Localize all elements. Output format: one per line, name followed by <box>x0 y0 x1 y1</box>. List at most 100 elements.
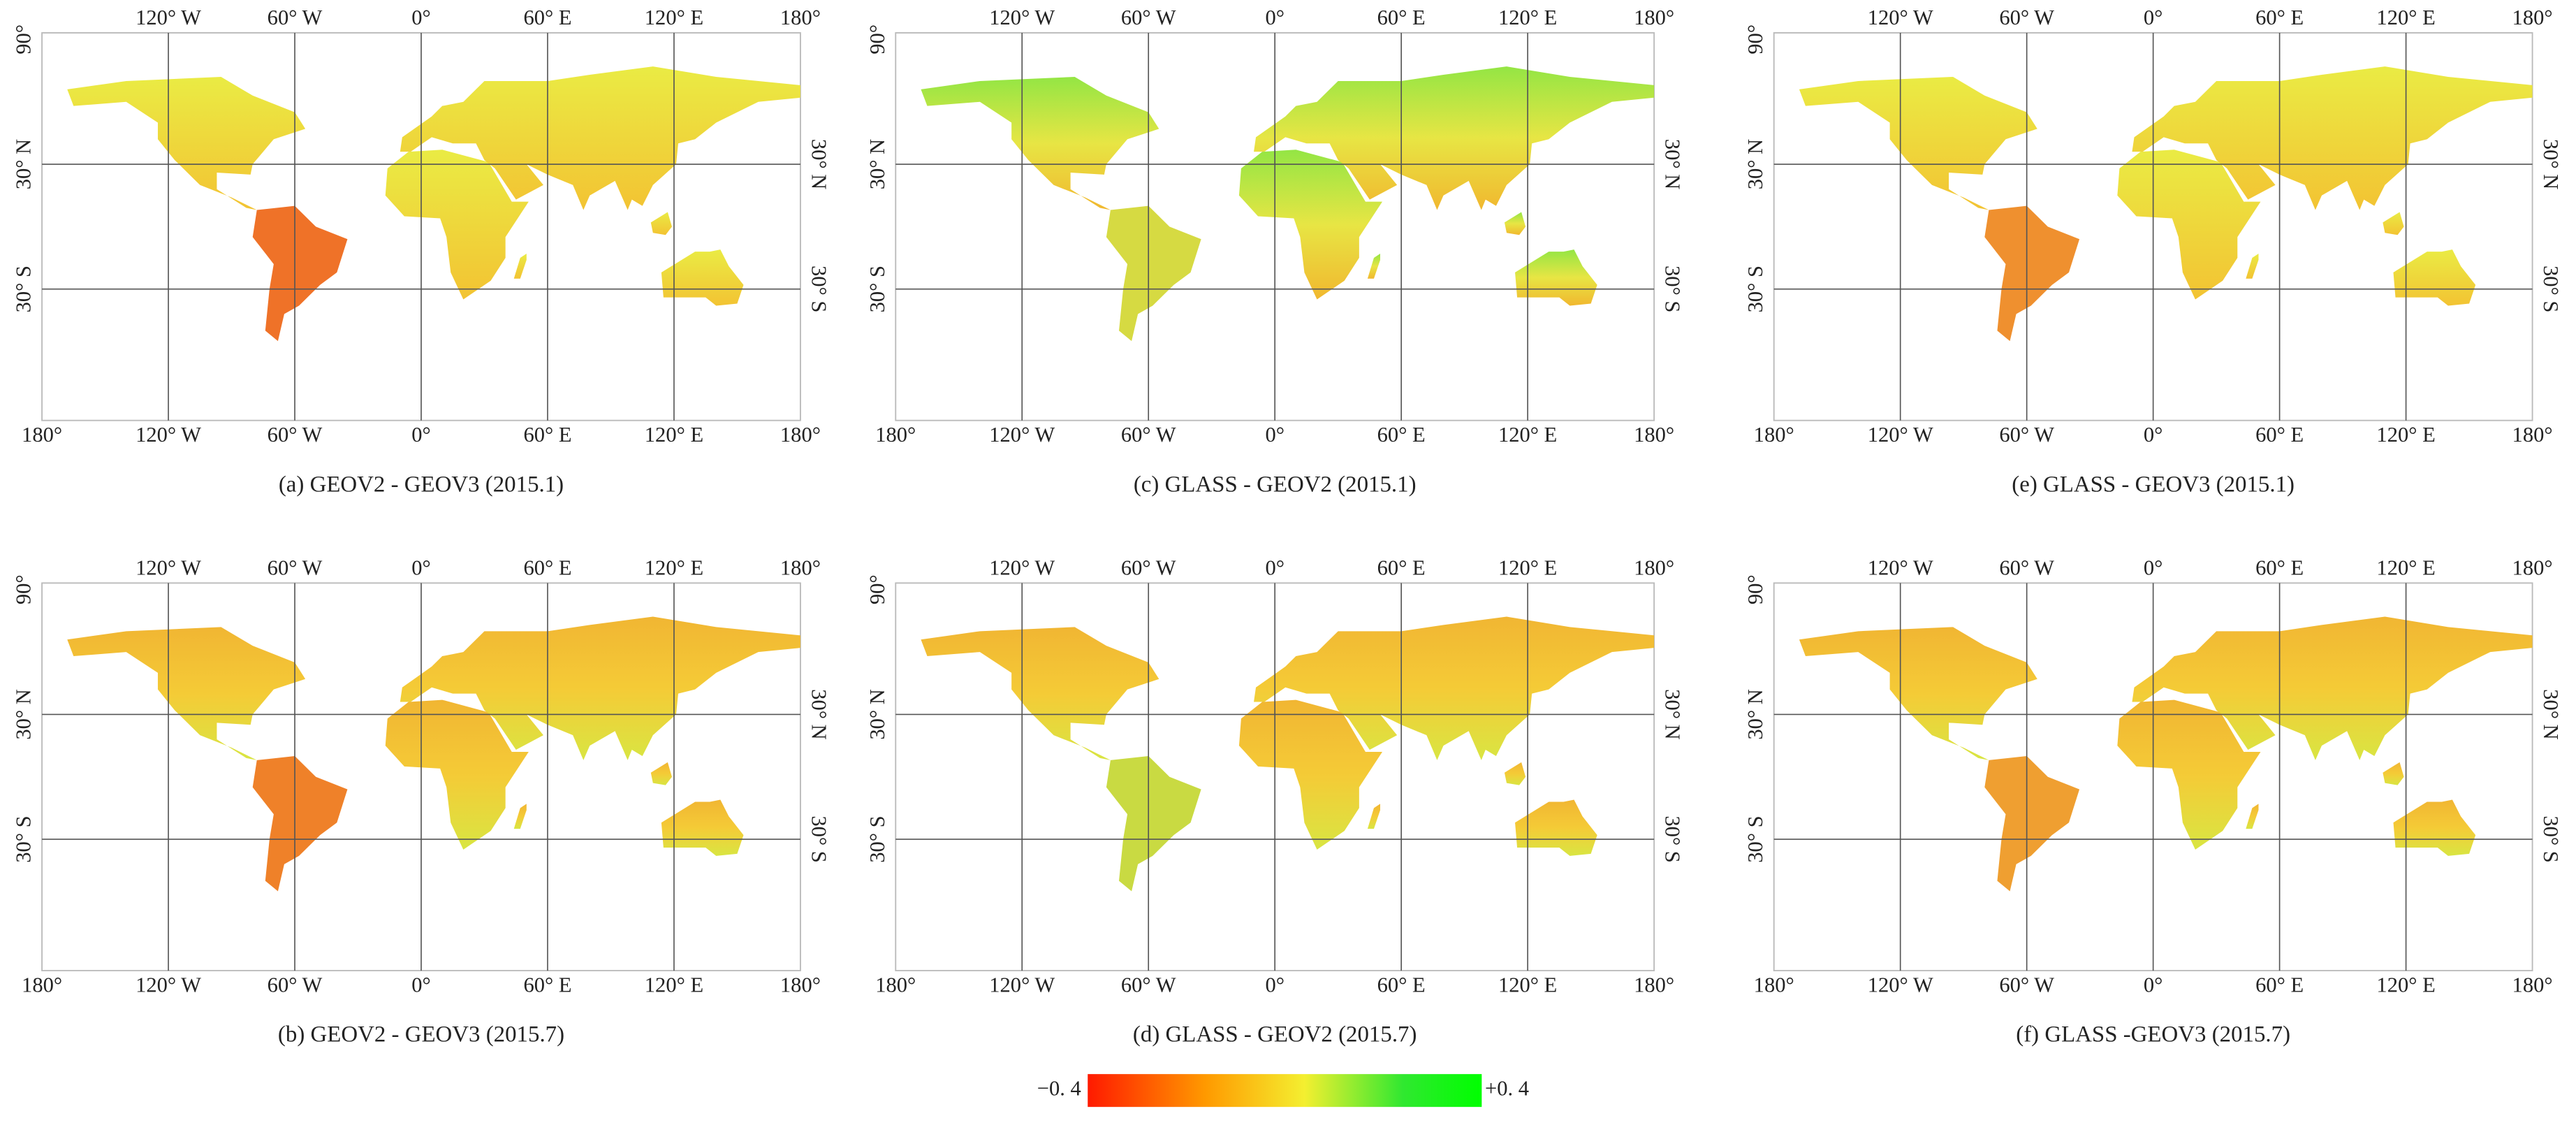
right-tick-label: 30° S <box>1661 815 1685 862</box>
right-tick-label: 30° N <box>1661 139 1685 189</box>
bottom-tick-label: 180° <box>1754 423 1794 447</box>
bottom-tick-label: 0° <box>411 423 431 447</box>
top-tick-label: 120° W <box>1868 6 1933 29</box>
landmass <box>252 755 348 892</box>
top-tick-label: 60° W <box>1121 556 1176 580</box>
right-tick-label: 30° S <box>2539 266 2563 312</box>
top-tick-label: 0° <box>2144 6 2163 29</box>
landmass <box>2383 762 2404 785</box>
bottom-tick-label: 120° W <box>136 423 201 447</box>
top-tick-label: 120° W <box>136 556 201 580</box>
bottom-tick-label: 120° W <box>1868 423 1933 447</box>
bottom-tick-label: 120° E <box>1498 973 1557 997</box>
bottom-tick-label: 60° W <box>1121 973 1176 997</box>
landmass <box>2246 804 2259 829</box>
bottom-tick-label: 180° <box>1634 973 1674 997</box>
panel-caption: (e) GLASS - GEOV3 (2015.1) <box>2012 472 2295 497</box>
bottom-tick-label: 60° W <box>1121 423 1176 447</box>
bottom-tick-label: 180° <box>780 423 821 447</box>
left-tick-label: 30° N <box>12 139 36 189</box>
bottom-tick-label: 120° W <box>989 973 1055 997</box>
map-panel: 120° W 60° W 0° 60° E 120° E 180° 180° 120° W 60… <box>1743 6 2563 497</box>
bottom-tick-label: 60° E <box>523 973 571 997</box>
landmass <box>2246 254 2259 279</box>
top-tick-label: 120° E <box>1498 6 1557 29</box>
left-tick-label: 30° N <box>1743 689 1767 739</box>
top-tick-label: 180° <box>780 556 821 580</box>
top-tick-label: 120° W <box>989 6 1055 29</box>
top-tick-label: 180° <box>1634 556 1674 580</box>
landmass <box>921 627 1159 760</box>
bottom-tick-label: 60° E <box>1377 973 1426 997</box>
top-tick-label: 120° E <box>2376 556 2435 580</box>
top-tick-label: 120° E <box>1498 556 1557 580</box>
top-tick-label: 0° <box>1265 6 1285 29</box>
bottom-tick-label: 60° W <box>268 423 323 447</box>
right-tick-label: 30° N <box>2539 689 2563 739</box>
left-tick-label: 30° N <box>12 689 36 739</box>
map-panel: 120° W 60° W 0° 60° E 120° E 180° 180° 120° W 60… <box>1743 556 2563 1047</box>
bottom-tick-label: 60° E <box>523 423 571 447</box>
colorbar <box>1088 1074 1482 1108</box>
bottom-tick-label: 120° W <box>989 423 1055 447</box>
top-tick-label: 60° W <box>268 6 323 29</box>
landmass <box>1799 76 2037 210</box>
left-tick-label: 30° S <box>1743 815 1767 862</box>
top-tick-label: 120° W <box>989 556 1055 580</box>
left-tick-label: 30° S <box>1743 266 1767 312</box>
landmass <box>67 76 306 210</box>
right-tick-label: 30° N <box>2539 139 2563 189</box>
bottom-tick-label: 0° <box>411 973 431 997</box>
top-tick-label: 0° <box>411 6 431 29</box>
map-panel: 120° W 60° W 0° 60° E 120° E 180° 180° 120° W 60… <box>12 556 831 1047</box>
top-tick-label: 60° W <box>1999 556 2054 580</box>
right-tick-label: 30° S <box>807 266 830 312</box>
bottom-tick-label: 0° <box>2144 973 2163 997</box>
landmass <box>400 66 800 210</box>
top-tick-label: 60° E <box>2255 6 2304 29</box>
left-tick-label: 30° N <box>1743 139 1767 189</box>
landmass <box>2393 799 2476 856</box>
left-tick-label: 90° <box>1743 24 1767 55</box>
landmass <box>400 616 800 760</box>
bottom-tick-label: 180° <box>22 423 62 447</box>
bottom-tick-label: 0° <box>2144 423 2163 447</box>
top-tick-label: 0° <box>1265 556 1285 580</box>
bottom-tick-label: 120° W <box>1868 973 1933 997</box>
right-tick-label: 30° N <box>807 139 830 189</box>
top-tick-label: 180° <box>780 6 821 29</box>
left-tick-label: 90° <box>12 574 36 604</box>
bottom-tick-label: 180° <box>1634 423 1674 447</box>
top-tick-label: 180° <box>1634 6 1674 29</box>
bottom-tick-label: 0° <box>1265 973 1285 997</box>
top-tick-label: 120° E <box>645 6 703 29</box>
landmass <box>1515 249 1597 306</box>
landmass <box>650 762 672 785</box>
bottom-tick-label: 60° E <box>1377 423 1426 447</box>
bottom-tick-label: 60° W <box>1999 973 2054 997</box>
landmass <box>1367 254 1381 279</box>
bottom-tick-label: 180° <box>875 423 916 447</box>
landmass <box>252 205 348 342</box>
panel-caption: (d) GLASS - GEOV2 (2015.7) <box>1133 1022 1417 1047</box>
top-tick-label: 60° W <box>1999 6 2054 29</box>
top-tick-label: 120° E <box>645 556 703 580</box>
top-tick-label: 60° E <box>1377 556 1426 580</box>
top-tick-label: 180° <box>2512 556 2553 580</box>
top-tick-label: 60° E <box>523 6 571 29</box>
top-tick-label: 60° E <box>523 556 571 580</box>
landmass <box>513 254 527 279</box>
bottom-tick-label: 120° W <box>136 973 201 997</box>
top-tick-label: 60° W <box>1121 6 1176 29</box>
bottom-tick-label: 60° W <box>1999 423 2054 447</box>
top-tick-label: 60° E <box>1377 6 1426 29</box>
panel-caption: (f) GLASS -GEOV3 (2015.7) <box>2016 1022 2290 1047</box>
bottom-tick-label: 180° <box>22 973 62 997</box>
landmass <box>1106 755 1201 892</box>
colorbar-min-label: −0. 4 <box>1037 1077 1081 1101</box>
left-tick-label: 30° N <box>865 139 889 189</box>
bottom-tick-label: 120° E <box>1498 423 1557 447</box>
bottom-tick-label: 180° <box>2512 973 2553 997</box>
right-tick-label: 30° S <box>807 815 830 862</box>
panel-caption: (c) GLASS - GEOV2 (2015.1) <box>1134 472 1417 497</box>
